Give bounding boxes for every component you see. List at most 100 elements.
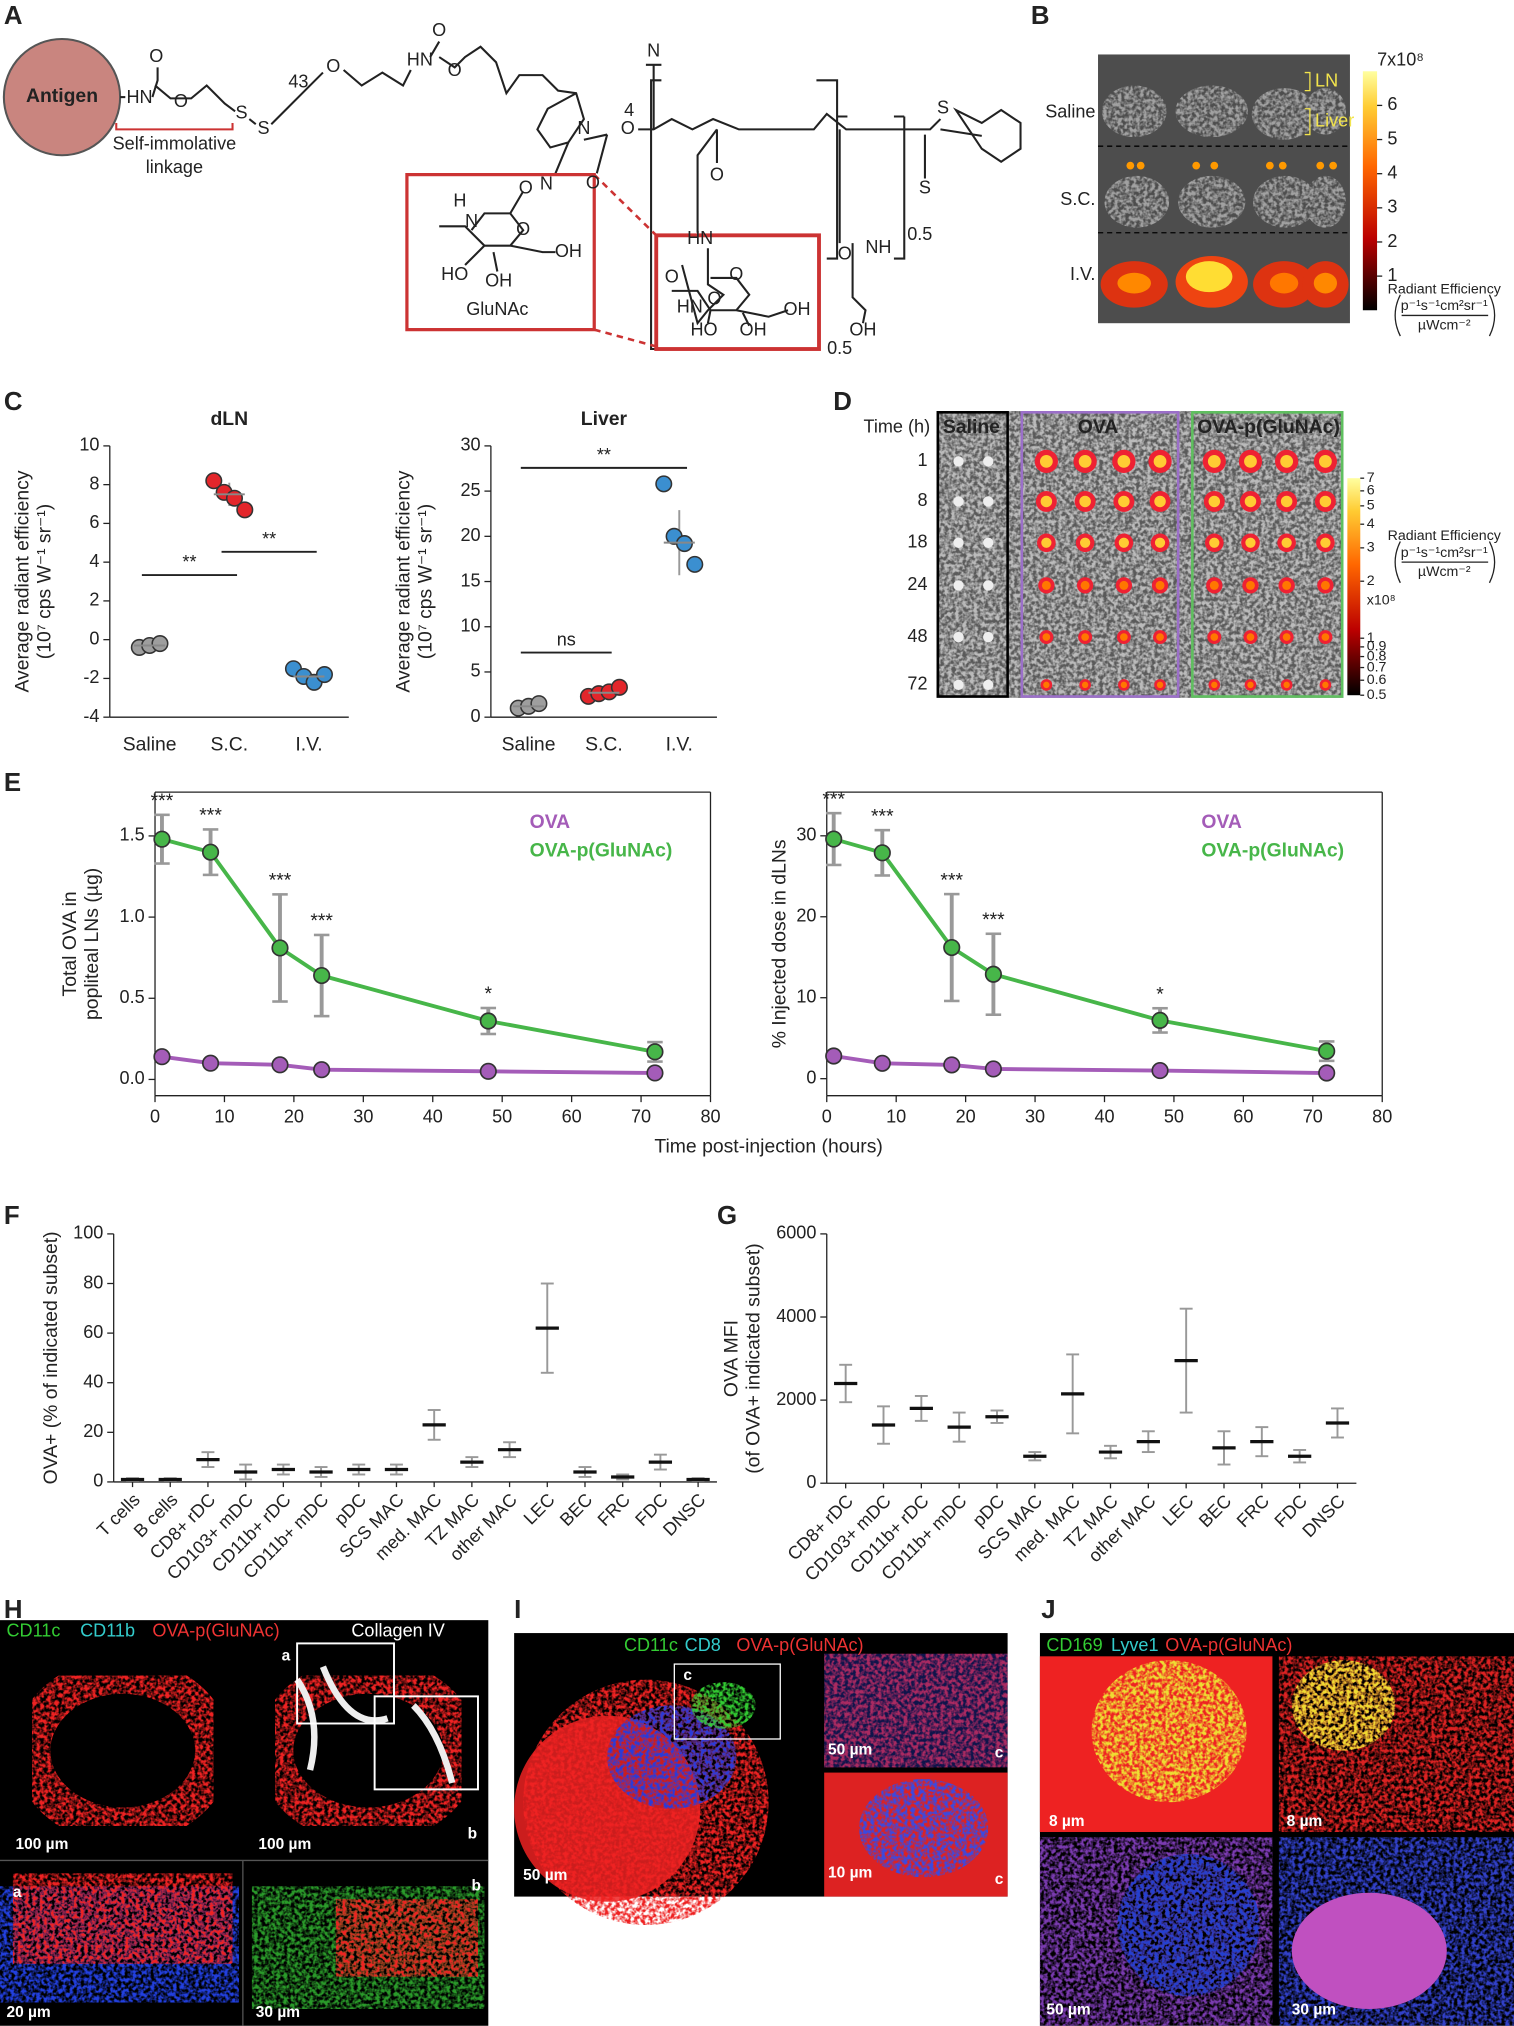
significance-label: *: [1156, 983, 1164, 1005]
panel-label: B: [1031, 2, 1050, 30]
signal-core: [1155, 580, 1165, 590]
linker-label: Self-immolative: [113, 134, 237, 154]
panel-label: D: [833, 388, 852, 416]
stain: [12, 1873, 233, 1964]
y-tick-label: 60: [83, 1322, 103, 1342]
group-box: [936, 411, 1009, 698]
channel-label: OVA-p(GluNAc): [736, 1635, 863, 1655]
data-point: [646, 1064, 664, 1082]
y-tick-label: 0: [806, 1067, 816, 1087]
signal-core: [1079, 495, 1091, 508]
y-axis-label: Average radiant efficiency: [11, 470, 33, 692]
inset-label: b: [472, 1877, 481, 1894]
y-tick-label: 1.5: [120, 825, 145, 845]
panel-label: I: [514, 1596, 521, 1624]
colorbar-tick-label: 0.9: [1367, 639, 1387, 655]
connector: [593, 173, 658, 348]
colorbar-tick-label: 7: [1367, 470, 1375, 486]
inset-box: [673, 1663, 781, 1740]
signal-core: [1245, 537, 1256, 548]
significance-label: **: [262, 529, 276, 549]
y-axis-label: OVA+ (% of indicated subset): [40, 1231, 62, 1484]
scale-bar-label: 50 µm: [828, 1742, 872, 1759]
data-point: [825, 830, 843, 848]
group-label: OVA: [1078, 416, 1119, 438]
colorbar-tick-label: 0.6: [1367, 672, 1387, 688]
data-point: [201, 843, 220, 861]
atom: N: [540, 174, 553, 194]
atom: O: [710, 165, 724, 185]
y-tick-label: 8: [89, 473, 99, 493]
signal-core: [1319, 495, 1332, 508]
significance-label: **: [182, 552, 196, 572]
y-axis-label: (10⁷ cps W⁻¹ sr⁻¹): [33, 504, 55, 659]
significance-label: **: [597, 445, 611, 465]
y-tick-label: 0: [89, 628, 99, 648]
signal-core: [1280, 495, 1293, 508]
ln-signals: [1126, 161, 1338, 170]
x-tick-label: 30: [353, 1106, 373, 1126]
x-tick-label: FRC: [1233, 1491, 1273, 1531]
x-tick-label: FRC: [594, 1489, 634, 1529]
colorbar-title: Radiant Efficiency: [1388, 281, 1502, 297]
panel-b: Saline S.C. I.V. LN Liver 1 2 3 4 5 6 7x10⁸ R…: [1045, 50, 1502, 337]
signal-core: [1321, 633, 1330, 641]
signal-core: [1118, 537, 1129, 548]
signal-core: [1156, 681, 1164, 689]
data-point: [205, 472, 223, 490]
colorbar-units: p⁻¹s⁻¹cm²sr⁻¹: [1401, 298, 1488, 314]
background-spot: [983, 580, 994, 591]
atom: H: [453, 191, 466, 211]
atom: HN: [687, 228, 713, 248]
paren: [1394, 294, 1496, 337]
collagen: [294, 1665, 456, 1784]
panel-d: Saline OVA OVA-p(GluNAc) Time (h) 181824…: [863, 411, 1502, 703]
atom: NH: [865, 237, 891, 257]
atom: O: [174, 91, 188, 111]
data-point: [313, 1061, 331, 1079]
atom: O: [665, 267, 679, 287]
x-tick-label: S.C.: [210, 734, 248, 756]
colorbar-tick-label: 6: [1367, 483, 1375, 499]
signal-core: [1207, 455, 1221, 468]
significance-label: ***: [199, 805, 222, 827]
signal-core: [1154, 495, 1166, 508]
scale-bar-label: 100 µm: [16, 1836, 69, 1853]
atom: O: [448, 60, 462, 80]
signal-core: [1081, 633, 1089, 641]
sugar-ring-2: [671, 276, 789, 327]
chart-title: Liver: [581, 408, 628, 430]
atom: OH: [555, 241, 582, 261]
signal-core: [1117, 455, 1131, 468]
data-point: [315, 666, 333, 684]
background-spot: [983, 679, 994, 691]
y-tick-label: 1.0: [120, 906, 145, 926]
antigen-label: Antigen: [26, 85, 98, 107]
data-point: [313, 966, 331, 985]
panel-labels: A B C D E F G H I J: [4, 2, 1056, 1624]
inset-label: a: [13, 1884, 22, 1901]
y-tick-label: 2: [89, 590, 99, 610]
signal-core: [1322, 681, 1329, 689]
x-tick-label: 40: [1094, 1106, 1114, 1126]
x-tick-label: 60: [562, 1106, 582, 1126]
inset-box: [373, 1695, 479, 1791]
x-tick-label: S.C.: [585, 734, 623, 756]
atom: S: [937, 98, 949, 118]
atom: N: [577, 118, 590, 138]
y-tick-label: 0.0: [120, 1068, 145, 1088]
data-point: [984, 1060, 1002, 1078]
paren: [1394, 541, 1496, 584]
x-axis-label: Time post-injection (hours): [654, 1135, 882, 1157]
scale-bar-label: 8 µm: [1049, 1813, 1085, 1830]
y-axis-label: (10⁷ cps W⁻¹ sr⁻¹): [414, 504, 436, 659]
atom: O: [432, 20, 446, 40]
subscript: 4: [624, 100, 634, 120]
y-tick-label: 2000: [776, 1389, 816, 1409]
x-tick-label: 50: [492, 1106, 512, 1126]
subscript: 0.5: [827, 338, 852, 358]
subscript: 43: [288, 72, 308, 92]
stain: [824, 1653, 1008, 1768]
